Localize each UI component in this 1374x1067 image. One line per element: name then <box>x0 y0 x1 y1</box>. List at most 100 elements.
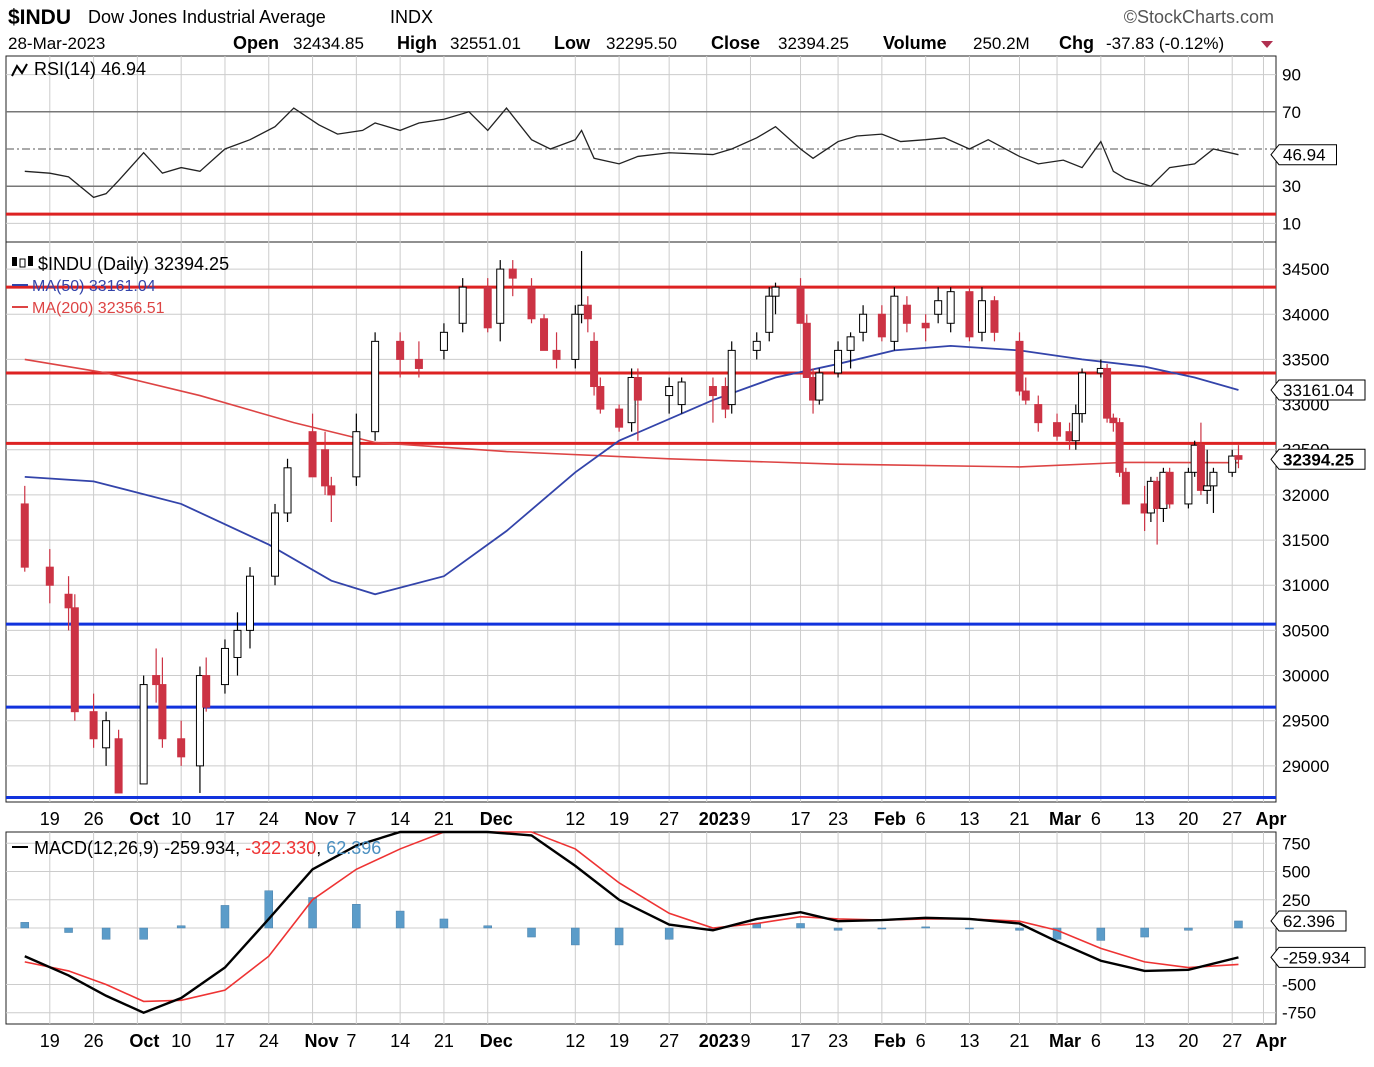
candle-body <box>1103 367 1112 419</box>
x-tick-label: 6 <box>1091 809 1101 829</box>
x-tick-label: 21 <box>434 809 454 829</box>
x-tick-label: 23 <box>828 809 848 829</box>
x-tick-label: 27 <box>1222 809 1242 829</box>
low-value: 32295.50 <box>606 34 677 53</box>
candle <box>177 720 186 766</box>
candle-body <box>195 675 204 767</box>
candle <box>1121 467 1130 505</box>
candle <box>1053 413 1062 441</box>
candle-body <box>458 286 467 324</box>
candle <box>89 693 98 748</box>
macd-histogram-bar <box>614 927 624 946</box>
candle <box>308 413 317 478</box>
candle-body <box>815 372 824 401</box>
candle <box>1021 377 1030 405</box>
price-y-tick: 33500 <box>1282 350 1329 369</box>
candle-body <box>1053 422 1062 437</box>
ma200-label: MA(200) 32356.51 <box>32 300 165 317</box>
open-label: Open <box>233 33 279 53</box>
candle <box>1209 467 1218 513</box>
macd-histogram-bar <box>1234 920 1243 929</box>
x-tick-label: 19 <box>609 809 629 829</box>
price-y-tick: 31000 <box>1282 576 1329 595</box>
candle-body <box>990 300 999 333</box>
x-tick-label: 26 <box>84 1031 104 1051</box>
macd-histogram-bar <box>796 923 805 929</box>
candle <box>114 729 123 794</box>
x-tick-label: 10 <box>171 809 191 829</box>
index-name: Dow Jones Industrial Average <box>88 7 326 27</box>
candle <box>590 332 599 396</box>
candle-body <box>89 711 98 740</box>
candle-body <box>590 340 599 388</box>
candle-body <box>1115 422 1124 473</box>
x-tick-label: Nov <box>305 809 339 829</box>
x-tick-label: Dec <box>480 809 513 829</box>
x-tick-label: 2023 <box>699 1031 739 1051</box>
candle <box>834 341 843 378</box>
macd-histogram-bar <box>64 927 73 933</box>
macd-histogram-bar <box>1140 927 1149 938</box>
macd-histogram-bar <box>1015 927 1024 931</box>
candle-body <box>1196 444 1205 491</box>
candle <box>1165 467 1174 509</box>
high-value: 32551.01 <box>450 34 521 53</box>
candle-body <box>283 467 292 514</box>
candle-body <box>1234 455 1243 460</box>
candle <box>220 639 229 694</box>
candle <box>1196 422 1205 495</box>
rsi-y-tick: 30 <box>1282 177 1301 196</box>
macd-histogram-bar <box>664 927 674 940</box>
candle <box>946 287 955 333</box>
candle <box>1034 395 1043 432</box>
candle <box>802 314 811 378</box>
candle <box>890 287 899 351</box>
rsi-label-group: RSI(14) 46.94 <box>11 59 146 79</box>
macd-histogram-bar <box>264 890 274 929</box>
candle <box>371 332 380 441</box>
candle-body <box>1121 471 1130 505</box>
macd-label: MACD(12,26,9) -259.934, -322.330, 62.396 <box>34 838 381 858</box>
macd-badge-box <box>1270 946 1366 968</box>
rsi-y-tick: 90 <box>1282 66 1301 85</box>
x-tick-label: 13 <box>959 809 979 829</box>
candle <box>396 332 405 378</box>
rsi-last-badge-box <box>1270 144 1337 166</box>
candle-body <box>921 322 930 329</box>
candle <box>195 666 204 793</box>
x-tick-label: 26 <box>84 809 104 829</box>
candle-body <box>902 304 911 324</box>
candle-body <box>70 607 79 713</box>
candle <box>540 314 549 351</box>
x-tick-label: 10 <box>171 1031 191 1051</box>
brand: ©StockCharts.com <box>1124 7 1274 27</box>
candle-body <box>1209 471 1218 487</box>
price-y-tick: 29500 <box>1282 712 1329 731</box>
candle <box>1015 332 1024 396</box>
candle <box>245 567 254 649</box>
candle-body <box>1071 413 1080 442</box>
x-tick-label: Mar <box>1049 1031 1081 1051</box>
candle <box>727 341 736 414</box>
candle-body <box>633 376 642 401</box>
x-tick-label: 12 <box>565 809 585 829</box>
macd-histogram-bar <box>1052 927 1062 940</box>
candle <box>877 305 886 342</box>
macd-histogram-bar <box>483 925 492 929</box>
candle <box>615 404 624 432</box>
x-tick-label: 19 <box>40 1031 60 1051</box>
candle-body <box>771 286 780 297</box>
x-tick-label: 13 <box>1135 1031 1155 1051</box>
candle-body <box>45 566 54 586</box>
candle <box>233 612 242 676</box>
macd-histogram-bar <box>101 927 111 940</box>
candle-body <box>202 675 211 708</box>
macd-y-tick: -750 <box>1282 1004 1316 1023</box>
ma200-line <box>24 358 1239 468</box>
candle <box>596 377 605 414</box>
candle-body <box>540 318 549 351</box>
macd-histogram-bar <box>527 927 536 938</box>
candle <box>70 594 79 721</box>
candle-body <box>114 738 123 794</box>
